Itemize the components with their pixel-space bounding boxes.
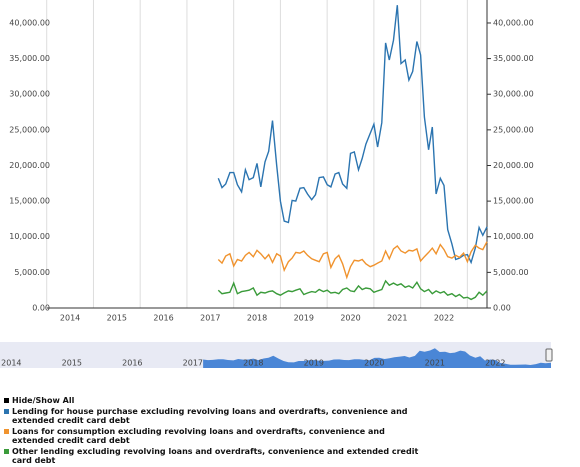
x-tick-label: 2014	[60, 314, 80, 323]
y2-tick-label: 35,000.00	[493, 54, 534, 63]
y2-tick-label: 25,000.00	[493, 125, 534, 134]
x-tick-label: 2021	[387, 314, 407, 323]
navigator-handle[interactable]	[545, 348, 553, 362]
navigator-label: 2014	[1, 359, 21, 368]
legend-item[interactable]: Lending for house purchase excluding rev…	[4, 407, 429, 426]
y-tick-label: 15,000.00	[9, 197, 50, 206]
legend: Hide/Show All Lending for house purchase…	[4, 396, 429, 467]
y2-tick-label: 0.00	[493, 304, 511, 313]
y-tick-label: 5,000.00	[14, 268, 50, 277]
x-tick-label: 2020	[340, 314, 360, 323]
y-tick-label: 20,000.00	[9, 161, 50, 170]
y2-tick-label: 40,000.00	[493, 18, 534, 27]
y-tick-label: 35,000.00	[9, 54, 50, 63]
y-tick-label: 25,000.00	[9, 125, 50, 134]
series-line	[217, 279, 488, 301]
legend-toggle-text: Hide/Show All	[12, 396, 75, 405]
navigator-label: 2017	[183, 359, 203, 368]
y-tick-label: 30,000.00	[9, 90, 50, 99]
navigator-label: 2020	[364, 359, 384, 368]
x-tick-label: 2015	[107, 314, 127, 323]
navigator-label: 2019	[304, 359, 324, 368]
y-tick-label: 40,000.00	[9, 18, 50, 27]
legend-text: Lending for house purchase excluding rev…	[12, 406, 408, 426]
navigator-label: 2015	[62, 359, 82, 368]
x-tick-label: 2016	[153, 314, 173, 323]
legend-swatch	[4, 448, 9, 454]
navigator-label: 2021	[425, 359, 445, 368]
chart: 2014 2015 2016 2017 2018 2019 2020 2021 2022 0.00…	[0, 0, 553, 368]
legend-text: Other lending excluding revolving loans …	[12, 446, 419, 466]
x-tick-label: 2017	[200, 314, 220, 323]
y2-tick-label: 20,000.00	[493, 161, 534, 170]
navigator-area	[203, 348, 552, 368]
legend-swatch	[4, 408, 9, 414]
x-tick-label: 2018	[247, 314, 267, 323]
legend-text: Loans for consumption excluding revolvin…	[12, 426, 385, 446]
y2-tick-label: 15,000.00	[493, 197, 534, 206]
navigator-label: 2022	[485, 359, 505, 368]
legend-item[interactable]: Other lending excluding revolving loans …	[4, 447, 429, 466]
y2-tick-label: 5,000.00	[493, 268, 529, 277]
y2-tick-label: 30,000.00	[493, 90, 534, 99]
x-tick-label: 2019	[294, 314, 314, 323]
navigator-label: 2016	[122, 359, 142, 368]
y-tick-label: 10,000.00	[9, 232, 50, 241]
y2-tick-label: 10,000.00	[493, 232, 534, 241]
navigator-label: 2018	[243, 359, 263, 368]
legend-toggle[interactable]: Hide/Show All	[4, 396, 429, 406]
legend-swatch	[4, 428, 9, 434]
series-line	[217, 5, 488, 265]
legend-item[interactable]: Loans for consumption excluding revolvin…	[4, 427, 429, 446]
x-tick-label: 2022	[434, 314, 454, 323]
y-tick-label: 0.00	[32, 304, 50, 313]
series-line	[217, 241, 488, 280]
